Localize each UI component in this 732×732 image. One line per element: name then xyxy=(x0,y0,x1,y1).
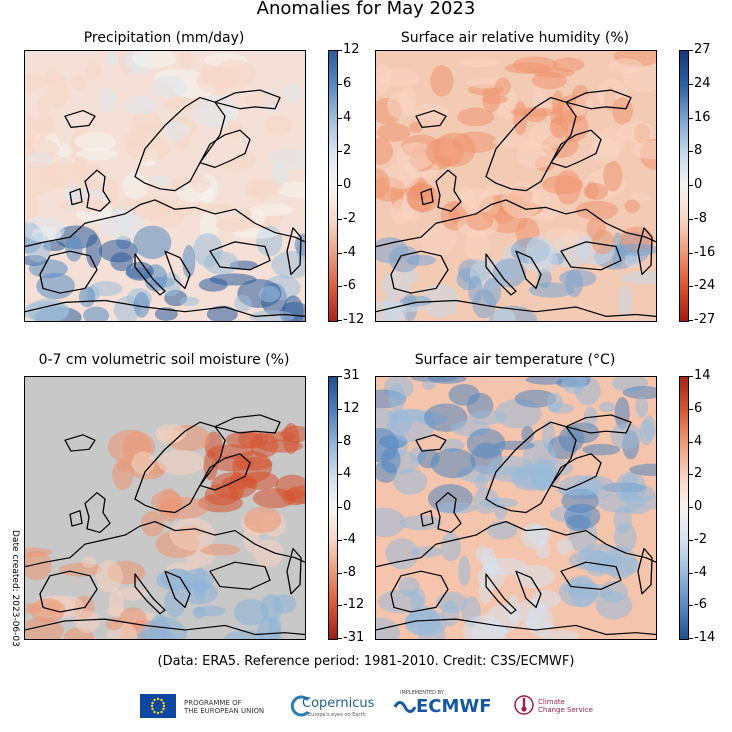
colorbar-tickmark xyxy=(689,218,693,220)
colorbar-tickmark xyxy=(689,638,693,639)
colorbar-tick-label: -24 xyxy=(694,278,716,294)
colorbar-tickmark xyxy=(338,441,342,443)
colorbar-tickmark xyxy=(689,507,693,508)
colorbar-tickmark xyxy=(338,408,342,410)
colorbar-tick-label: -2 xyxy=(694,531,707,547)
colorbar-tick-label: 0 xyxy=(694,177,703,192)
panel-title-humidity: Surface air relative humidity (%) xyxy=(400,30,630,46)
colorbar-tick-label: 12 xyxy=(343,42,360,57)
colorbar-tick-label: -4 xyxy=(343,531,356,547)
colorbar-tickmark xyxy=(338,286,342,288)
c3s-logo: Climate Change Service xyxy=(514,694,614,720)
colorbar-gradient xyxy=(679,376,689,640)
colorbar-tickmark xyxy=(338,376,342,377)
colorbar-tickmark xyxy=(689,441,693,443)
colorbar-tick-label: -6 xyxy=(343,278,356,294)
colorbar-tick-label: 4 xyxy=(343,109,352,125)
colorbar-tick-label: 0 xyxy=(694,499,703,514)
colorbar-tickmark xyxy=(338,638,342,639)
colorbar-tickmark xyxy=(689,252,693,254)
copernicus-logo: Copernicus Europe's eyes on Earth xyxy=(290,694,374,720)
colorbar-tickmark xyxy=(689,50,693,51)
copernicus-icon xyxy=(290,695,310,717)
colorbar-tick-label: 2 xyxy=(694,466,703,482)
colorbar-tickmark xyxy=(338,474,342,476)
colorbar-tickmark xyxy=(689,320,693,321)
colorbar-gradient xyxy=(328,50,338,322)
colorbar-tick-label: 6 xyxy=(694,400,703,416)
colorbar-tickmark xyxy=(338,252,342,254)
colorbar-gradient xyxy=(679,50,689,322)
panel-title-precipitation: Precipitation (mm/day) xyxy=(83,30,245,46)
colorbar-tickmark xyxy=(689,539,693,541)
colorbar-tick-label: 16 xyxy=(694,109,711,125)
colorbar-tickmark xyxy=(689,408,693,410)
colorbar-tick-label: -4 xyxy=(343,244,356,260)
colorbar-tickmark xyxy=(338,320,342,321)
ecmwf-icon xyxy=(394,701,416,713)
colorbar-tickmark xyxy=(689,185,693,186)
colorbar-tickmark xyxy=(338,50,342,51)
panel-title-temperature: Surface air temperature (°C) xyxy=(414,352,616,368)
colorbar-tick-label: 0 xyxy=(343,499,352,514)
humidity-anomaly-map xyxy=(375,50,657,322)
main-title: Anomalies for May 2023 xyxy=(256,0,476,19)
map-field xyxy=(376,51,656,321)
colorbar-tick-label: 6 xyxy=(343,75,352,91)
colorbar-tick-label: -8 xyxy=(694,210,707,226)
colorbar-tickmark xyxy=(338,539,342,541)
eu-flag-icon xyxy=(140,694,176,718)
colorbar-tickmark xyxy=(338,605,342,607)
colorbar-tick-label: -14 xyxy=(694,630,716,645)
map-field xyxy=(25,377,305,639)
colorbar-tick-label: 31 xyxy=(343,368,360,383)
colorbar-tickmark xyxy=(338,185,342,186)
colorbar-tick-label: 24 xyxy=(694,75,711,91)
map-field xyxy=(25,51,305,321)
colorbar-tickmark xyxy=(338,117,342,119)
colorbar-tickmark xyxy=(338,151,342,153)
colorbar-tickmark xyxy=(689,474,693,476)
colorbar-tick-label: -12 xyxy=(343,312,365,327)
colorbar-tickmark xyxy=(338,507,342,508)
colorbar-tickmark xyxy=(689,572,693,574)
soil-moisture-anomaly-map xyxy=(24,376,306,640)
colorbar-tick-label: -2 xyxy=(343,210,356,226)
colorbar-tickmark xyxy=(689,151,693,153)
panel-title-soil-moisture: 0-7 cm volumetric soil moisture (%) xyxy=(38,352,290,368)
colorbar-tick-label: 14 xyxy=(694,368,711,383)
date-created: Date created: 2023-06-03 xyxy=(10,530,20,647)
colorbar-tick-label: 2 xyxy=(343,143,352,159)
colorbar-tickmark xyxy=(338,572,342,574)
colorbar-tickmark xyxy=(338,83,342,85)
colorbar-tick-label: -31 xyxy=(343,630,365,645)
colorbar-tick-label: -16 xyxy=(694,244,716,260)
colorbar-tick-label: -6 xyxy=(694,597,707,613)
colorbar-tickmark xyxy=(689,83,693,85)
colorbar-tickmark xyxy=(689,376,693,377)
colorbar-tick-label: -27 xyxy=(694,312,716,327)
eu-programme-label: PROGRAMME OF THE EUROPEAN UNION xyxy=(184,699,265,715)
colorbar-tick-label: 12 xyxy=(343,400,360,416)
colorbar-tickmark xyxy=(689,117,693,119)
colorbar-tick-label: 8 xyxy=(694,143,703,159)
temperature-anomaly-map xyxy=(375,376,657,640)
colorbar-tick-label: -4 xyxy=(694,564,707,580)
colorbar-tickmark xyxy=(338,218,342,220)
colorbar-gradient xyxy=(328,376,338,640)
ecmwf-logo: IMPLEMENTED BY ECMWF xyxy=(394,690,504,720)
colorbar-tickmark xyxy=(689,286,693,288)
colorbar-tick-label: 0 xyxy=(343,177,352,192)
colorbar-tickmark xyxy=(689,605,693,607)
colorbar-tick-label: 4 xyxy=(343,466,352,482)
colorbar-tick-label: -12 xyxy=(343,597,365,613)
precipitation-anomaly-map xyxy=(24,50,306,322)
colorbar-tick-label: 4 xyxy=(694,433,703,449)
colorbar-tick-label: -8 xyxy=(343,564,356,580)
credit-line: (Data: ERA5. Reference period: 1981-2010… xyxy=(157,654,575,669)
colorbar-tick-label: 27 xyxy=(694,42,711,57)
thermometer-icon xyxy=(514,695,534,715)
colorbar-tick-label: 8 xyxy=(343,433,352,449)
map-field xyxy=(376,377,656,639)
